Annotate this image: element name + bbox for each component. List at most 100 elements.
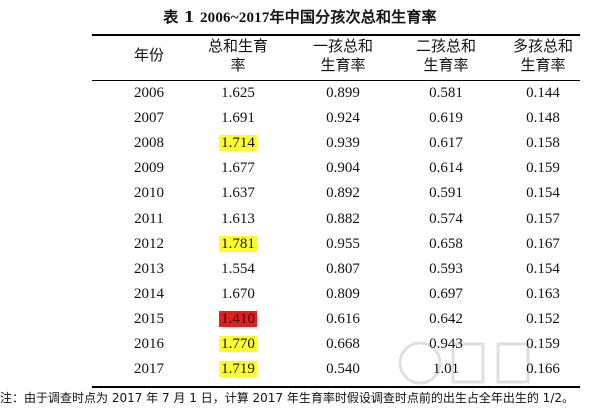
table-cell-second: 0.943 bbox=[396, 335, 496, 354]
table-cell-value: 1.01 bbox=[432, 361, 460, 378]
table-cell-tfr: 1.637 bbox=[193, 184, 283, 203]
caption-years: 2006~2017 bbox=[199, 10, 270, 26]
table-cell-value: 1.670 bbox=[221, 285, 255, 302]
table-cell-value: 0.540 bbox=[326, 361, 360, 378]
table-cell-second: 0.581 bbox=[396, 84, 496, 103]
table-cell-multi: 0.154 bbox=[493, 184, 593, 203]
column-header-line2: 生育率 bbox=[423, 56, 469, 74]
table-cell-value: 0.809 bbox=[326, 285, 360, 302]
table-cell-value: 0.882 bbox=[326, 210, 360, 227]
table-cell-multi: 0.166 bbox=[493, 360, 593, 379]
table-cell-value: 0.924 bbox=[326, 110, 360, 127]
table-cell-year: 2006 bbox=[104, 84, 194, 103]
column-header-line2: 率 bbox=[230, 56, 246, 74]
table-cell-year: 2009 bbox=[104, 159, 194, 178]
column-header-line1: 总和生育 bbox=[207, 37, 268, 55]
table-cell-value: 2006 bbox=[134, 85, 164, 101]
table-cell-value: 0.158 bbox=[526, 135, 560, 152]
table-cell-second: 0.614 bbox=[396, 159, 496, 178]
table-cell-tfr: 1.613 bbox=[193, 210, 283, 229]
column-header-3: 二孩总和 生育率 bbox=[396, 37, 496, 75]
table-cell-year: 2010 bbox=[104, 184, 194, 203]
header-rule bbox=[92, 80, 580, 81]
table-cell-multi: 0.163 bbox=[493, 285, 593, 304]
table-cell-tfr: 1.781 bbox=[193, 235, 283, 254]
column-header-4: 多孩总和 生育率 bbox=[493, 37, 593, 75]
table-cell-value: 0.642 bbox=[429, 310, 463, 327]
table-cell-value: 0.167 bbox=[526, 235, 560, 252]
table-cell-second: 1.01 bbox=[396, 360, 496, 379]
table-cell-value: 0.892 bbox=[326, 185, 360, 202]
table-cell-second: 0.574 bbox=[396, 210, 496, 229]
column-header-1: 总和生育率 bbox=[193, 37, 283, 75]
table-cell-second: 0.697 bbox=[396, 285, 496, 304]
column-header-line1: 多孩总和 bbox=[512, 37, 573, 55]
table-cell-year: 2017 bbox=[104, 360, 194, 379]
table-cell-first: 0.807 bbox=[293, 260, 393, 279]
table-note: 注：由于调查时点为 2017 年 7 月 1 日，计算 2017 年生育率时假设… bbox=[0, 391, 574, 405]
table-cell-first: 0.924 bbox=[293, 109, 393, 128]
table-cell-value: 0.593 bbox=[429, 260, 463, 277]
table-cell-multi: 0.159 bbox=[493, 335, 593, 354]
table-cell-first: 0.882 bbox=[293, 210, 393, 229]
table-cell-value: 1.770 bbox=[219, 336, 257, 352]
table-cell-tfr: 1.410 bbox=[193, 310, 283, 329]
table-cell-value: 0.616 bbox=[326, 310, 360, 327]
table-cell-multi: 0.154 bbox=[493, 260, 593, 279]
table-cell-value: 0.939 bbox=[326, 135, 360, 152]
table-cell-value: 1.554 bbox=[221, 260, 255, 277]
table-cell-year: 2014 bbox=[104, 285, 194, 304]
table-cell-value: 0.904 bbox=[326, 160, 360, 177]
table-cell-first: 0.899 bbox=[293, 84, 393, 103]
table-cell-value: 0.899 bbox=[326, 85, 360, 101]
table-cell-value: 0.619 bbox=[429, 110, 463, 127]
table-cell-tfr: 1.691 bbox=[193, 109, 283, 128]
bottom-rule bbox=[92, 386, 580, 388]
table-cell-value: 0.166 bbox=[526, 361, 560, 378]
table-cell-value: 2013 bbox=[134, 260, 164, 277]
table-cell-year: 2012 bbox=[104, 235, 194, 254]
table-cell-multi: 0.144 bbox=[493, 84, 593, 103]
table-cell-value: 1.677 bbox=[221, 160, 255, 177]
table-cell-value: 0.617 bbox=[429, 135, 463, 152]
table-cell-value: 0.148 bbox=[526, 110, 560, 127]
table-cell-second: 0.658 bbox=[396, 235, 496, 254]
table-cell-first: 0.616 bbox=[293, 310, 393, 329]
table-cell-value: 0.943 bbox=[429, 336, 463, 352]
table-cell-multi: 0.167 bbox=[493, 235, 593, 254]
table-cell-year: 2016 bbox=[104, 335, 194, 354]
table-cell-value: 0.159 bbox=[526, 336, 560, 352]
table-cell-second: 0.593 bbox=[396, 260, 496, 279]
table-cell-multi: 0.157 bbox=[493, 210, 593, 229]
table-cell-value: 2012 bbox=[134, 235, 164, 252]
table-cell-year: 2015 bbox=[104, 310, 194, 329]
table-cell-multi: 0.159 bbox=[493, 159, 593, 178]
table-cell-value: 1.637 bbox=[221, 185, 255, 202]
table-cell-year: 2011 bbox=[104, 210, 194, 229]
column-header-line1: 二孩总和 bbox=[415, 37, 476, 55]
table-cell-first: 0.540 bbox=[293, 360, 393, 379]
table-cell-value: 1.410 bbox=[219, 310, 257, 327]
top-rule bbox=[92, 34, 580, 36]
table-cell-second: 0.591 bbox=[396, 184, 496, 203]
table-cell-value: 0.163 bbox=[526, 285, 560, 302]
table-cell-value: 0.668 bbox=[326, 336, 360, 352]
table-cell-value: 0.955 bbox=[326, 235, 360, 252]
table-cell-value: 1.714 bbox=[219, 135, 257, 152]
table-cell-value: 2017 bbox=[134, 361, 164, 378]
table-cell-value: 2014 bbox=[134, 285, 164, 302]
column-header-line2: 生育率 bbox=[320, 56, 366, 74]
table-cell-value: 0.574 bbox=[429, 210, 463, 227]
column-header-line2: 生育率 bbox=[520, 56, 566, 74]
table-cell-value: 0.157 bbox=[526, 210, 560, 227]
table-cell-tfr: 1.677 bbox=[193, 159, 283, 178]
caption-suffix: 年中国分孩次总和生育率 bbox=[269, 8, 437, 26]
table-cell-first: 0.939 bbox=[293, 134, 393, 153]
table-cell-second: 0.619 bbox=[396, 109, 496, 128]
table-caption: 表 1 2006~2017年中国分孩次总和生育率 bbox=[0, 6, 600, 27]
table-cell-tfr: 1.670 bbox=[193, 285, 283, 304]
table-cell-tfr: 1.714 bbox=[193, 134, 283, 153]
table-cell-value: 0.154 bbox=[526, 260, 560, 277]
table-cell-value: 0.614 bbox=[429, 160, 463, 177]
table-cell-year: 2007 bbox=[104, 109, 194, 128]
